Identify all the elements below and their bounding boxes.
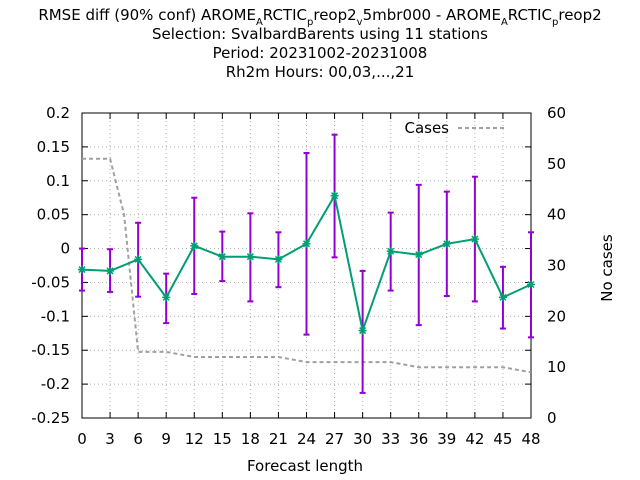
data-point xyxy=(78,266,86,274)
data-point xyxy=(387,247,395,255)
x-axis-ticks: 0 3 6 9 12 15 18 21 24 27 30 33 36 39 42 45 48 xyxy=(77,113,540,448)
data-point xyxy=(218,253,226,261)
y2-tick-label: 50 xyxy=(547,155,566,173)
error-bars xyxy=(79,135,534,393)
title-line-4: Rh2m Hours: 00,03,...,21 xyxy=(226,63,415,81)
data-point xyxy=(471,235,479,243)
y2-tick-label: 10 xyxy=(547,358,566,376)
x-axis-label: Forecast length xyxy=(247,457,363,475)
y-tick-label: 0.05 xyxy=(37,206,70,224)
x-tick-label: 48 xyxy=(521,430,540,448)
data-point xyxy=(359,327,367,335)
title-line-3: Period: 20231002-20231008 xyxy=(213,44,428,62)
data-point xyxy=(162,293,170,301)
x-tick-label: 30 xyxy=(353,430,372,448)
y-axis-ticks: 0.2 0.15 0.1 0.05 0 -0.05 -0.1 -0.15 -0.2 -0.25 xyxy=(31,104,531,427)
x-tick-label: 12 xyxy=(185,430,204,448)
data-point xyxy=(134,255,142,263)
data-point xyxy=(274,255,282,263)
x-tick-label: 9 xyxy=(161,430,171,448)
y2-tick-label: 30 xyxy=(547,257,566,275)
legend: Cases xyxy=(404,119,506,137)
data-point xyxy=(527,280,535,288)
y2-axis-label: No cases xyxy=(598,234,616,302)
x-tick-label: 45 xyxy=(493,430,512,448)
x-tick-label: 6 xyxy=(133,430,143,448)
data-point xyxy=(499,293,507,301)
y-tick-label: 0.15 xyxy=(37,138,70,156)
x-tick-label: 24 xyxy=(297,430,316,448)
x-tick-label: 39 xyxy=(437,430,456,448)
x-tick-label: 0 xyxy=(77,430,87,448)
y-tick-label: 0 xyxy=(60,240,70,258)
data-point xyxy=(106,267,114,275)
y2-tick-label: 40 xyxy=(547,206,566,224)
data-point xyxy=(190,242,198,250)
x-tick-label: 27 xyxy=(325,430,344,448)
y2-tick-label: 0 xyxy=(547,409,557,427)
y-tick-label: -0.05 xyxy=(31,273,70,291)
x-tick-label: 18 xyxy=(241,430,260,448)
data-point xyxy=(246,253,254,261)
y-tick-label: -0.25 xyxy=(31,409,70,427)
y-tick-label: -0.2 xyxy=(41,375,70,393)
x-tick-label: 33 xyxy=(381,430,400,448)
y2-tick-label: 60 xyxy=(547,104,566,122)
y2-axis-ticks: 60 50 40 30 20 10 0 xyxy=(547,104,566,427)
y2-tick-label: 20 xyxy=(547,307,566,325)
data-point xyxy=(415,251,423,259)
chart-title: RMSE diff (90% conf) AROMEARCTICpreop2v5… xyxy=(38,6,601,81)
x-tick-label: 36 xyxy=(409,430,428,448)
y-tick-label: -0.1 xyxy=(41,307,70,325)
data-point xyxy=(303,240,311,248)
data-point xyxy=(331,192,339,200)
x-tick-label: 21 xyxy=(269,430,288,448)
title-line-2: Selection: SvalbardBarents using 11 stat… xyxy=(152,25,488,43)
data-point xyxy=(443,240,451,248)
x-tick-label: 42 xyxy=(465,430,484,448)
x-tick-label: 3 xyxy=(105,430,115,448)
y-tick-label: 0.1 xyxy=(46,172,70,190)
y-tick-label: -0.15 xyxy=(31,341,70,359)
legend-label: Cases xyxy=(404,119,449,137)
y-tick-label: 0.2 xyxy=(46,104,70,122)
x-tick-label: 15 xyxy=(213,430,232,448)
